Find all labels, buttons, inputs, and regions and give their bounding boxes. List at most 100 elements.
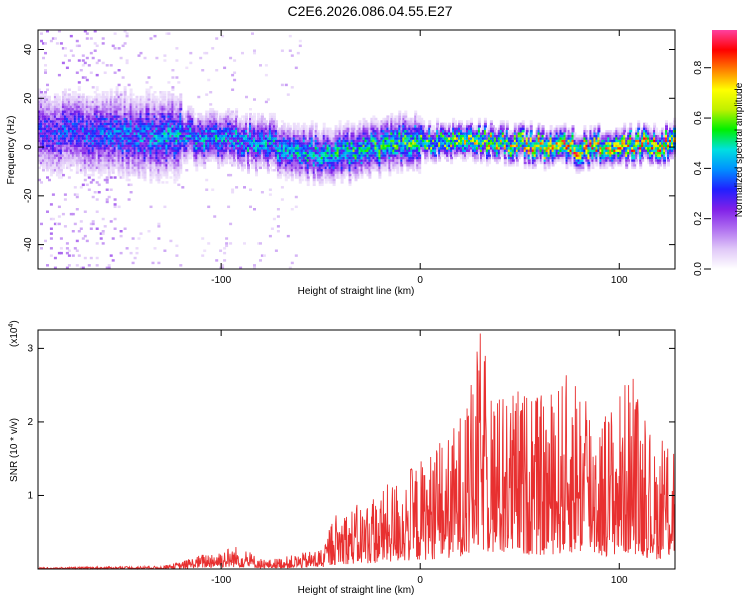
spectrogram-cell xyxy=(350,127,354,131)
spectrogram-cell xyxy=(83,120,87,123)
spectrogram-cell xyxy=(75,110,79,113)
spectrogram-cell xyxy=(217,137,221,140)
spectrogram-cell xyxy=(199,127,203,131)
spectrogram-cell xyxy=(350,149,354,152)
spectrogram-cell xyxy=(40,156,43,160)
spectrogram-cell xyxy=(231,117,235,121)
spectrogram-cell xyxy=(332,161,336,165)
spectrogram-cell xyxy=(330,147,334,150)
spectrogram-cell xyxy=(109,98,113,101)
spectrogram-cell xyxy=(185,147,189,150)
spectrogram-cell xyxy=(101,61,105,65)
spectrogram-cell xyxy=(340,127,344,131)
spectrogram-cell xyxy=(310,149,314,152)
spectrogram-cell xyxy=(235,130,239,133)
spectrogram-cell xyxy=(288,166,292,170)
spectrogram-cell xyxy=(57,166,61,170)
spectrogram-cell xyxy=(374,161,378,165)
spectrogram-cell xyxy=(103,139,107,143)
spectrogram-cell xyxy=(308,151,312,155)
spectrogram-cell xyxy=(175,134,179,138)
spectrogram-cell xyxy=(129,151,133,155)
spectrogram-cell xyxy=(103,169,107,172)
spectrogram-cell xyxy=(151,142,155,145)
spectrogram-cell xyxy=(75,98,79,101)
spectrogram-cell xyxy=(161,95,165,99)
spectrogram-cell xyxy=(119,112,123,116)
spectrogram-cell xyxy=(135,134,139,138)
spectrogram-cell xyxy=(75,134,79,138)
spectrogram-cell xyxy=(310,147,314,150)
spectrogram-cell xyxy=(97,59,101,62)
spectrogram-cell xyxy=(177,142,181,145)
spectrogram-cell xyxy=(57,125,61,128)
spectrogram-cell xyxy=(294,205,298,209)
spectrogram-cell xyxy=(42,117,45,121)
spectrogram-cell xyxy=(354,137,358,140)
spectrogram-cell xyxy=(209,130,213,133)
spectrogram-cell xyxy=(87,166,91,170)
spectrogram-cell xyxy=(336,166,340,170)
spectrogram-cell xyxy=(93,115,97,118)
spectrogram-cell xyxy=(145,164,149,167)
spectrogram-cell xyxy=(123,122,127,126)
spectrogram-cell xyxy=(105,188,109,191)
spectrogram-cell xyxy=(55,93,59,96)
spectrogram-cell xyxy=(105,198,109,201)
spectrogram-cell xyxy=(175,127,179,131)
spectrogram-cell xyxy=(264,120,268,123)
spectrogram-cell xyxy=(167,130,171,133)
spectrogram-cell xyxy=(241,51,244,55)
spectrogram-cell xyxy=(161,120,165,123)
spectrogram-cell xyxy=(111,98,115,101)
spectrogram-cell xyxy=(171,105,175,109)
spectrogram-cell xyxy=(266,161,270,165)
spectrogram-cell xyxy=(59,171,63,174)
spectrogram-cell xyxy=(197,161,201,165)
spectrogram-cell xyxy=(65,161,69,165)
spectrogram-cell xyxy=(159,100,163,104)
spectrogram-cell xyxy=(115,142,119,145)
spectrogram-cell xyxy=(262,166,266,170)
spectrogram-cell xyxy=(243,242,246,245)
spectrogram-cell xyxy=(119,127,123,131)
spectrogram-cell xyxy=(215,139,219,143)
spectrogram-cell xyxy=(121,166,125,170)
spectrogram-cell xyxy=(103,154,107,157)
spectrogram-cell xyxy=(167,100,171,104)
spectrogram-cell xyxy=(235,120,239,123)
spectrogram-cell xyxy=(338,169,342,172)
spectrogram-cell xyxy=(314,151,318,155)
spectrogram-cell xyxy=(75,137,79,140)
spectrogram-cell xyxy=(368,144,372,148)
spectrogram-cell xyxy=(336,147,340,150)
spectrogram-cell xyxy=(251,115,254,118)
spectrogram-cell xyxy=(85,100,89,104)
spectrogram-cell xyxy=(179,137,183,140)
spectrogram-cell xyxy=(49,247,53,250)
spectrogram-cell xyxy=(195,159,199,162)
spectrogram-cell xyxy=(352,159,356,162)
spectrogram-cell xyxy=(251,144,254,148)
spectrogram-cell xyxy=(320,154,324,157)
spectrogram-cell xyxy=(239,266,243,270)
spectrogram-cell xyxy=(284,139,288,143)
spectrogram-cell xyxy=(85,137,89,140)
spectrogram-cell xyxy=(121,144,125,148)
spectrogram-cell xyxy=(44,112,47,116)
spectrogram-cell xyxy=(191,122,195,126)
spectrogram-cell xyxy=(181,139,185,143)
spectrogram-cell xyxy=(262,254,266,257)
spectrogram-cell xyxy=(153,122,157,126)
spectrogram-cell xyxy=(107,127,111,131)
spectrogram-cell xyxy=(125,98,129,101)
spectrogram-cell xyxy=(266,142,270,145)
spectrogram-cell xyxy=(119,125,123,128)
spectrogram-cell xyxy=(213,134,217,138)
spectrogram-cell xyxy=(137,151,141,155)
spectrogram-cell xyxy=(143,159,147,162)
spectrogram-cell xyxy=(304,166,308,170)
spectrogram-cell xyxy=(171,117,175,121)
spectrogram-cell xyxy=(348,139,352,143)
spectrogram-cell xyxy=(103,122,107,126)
